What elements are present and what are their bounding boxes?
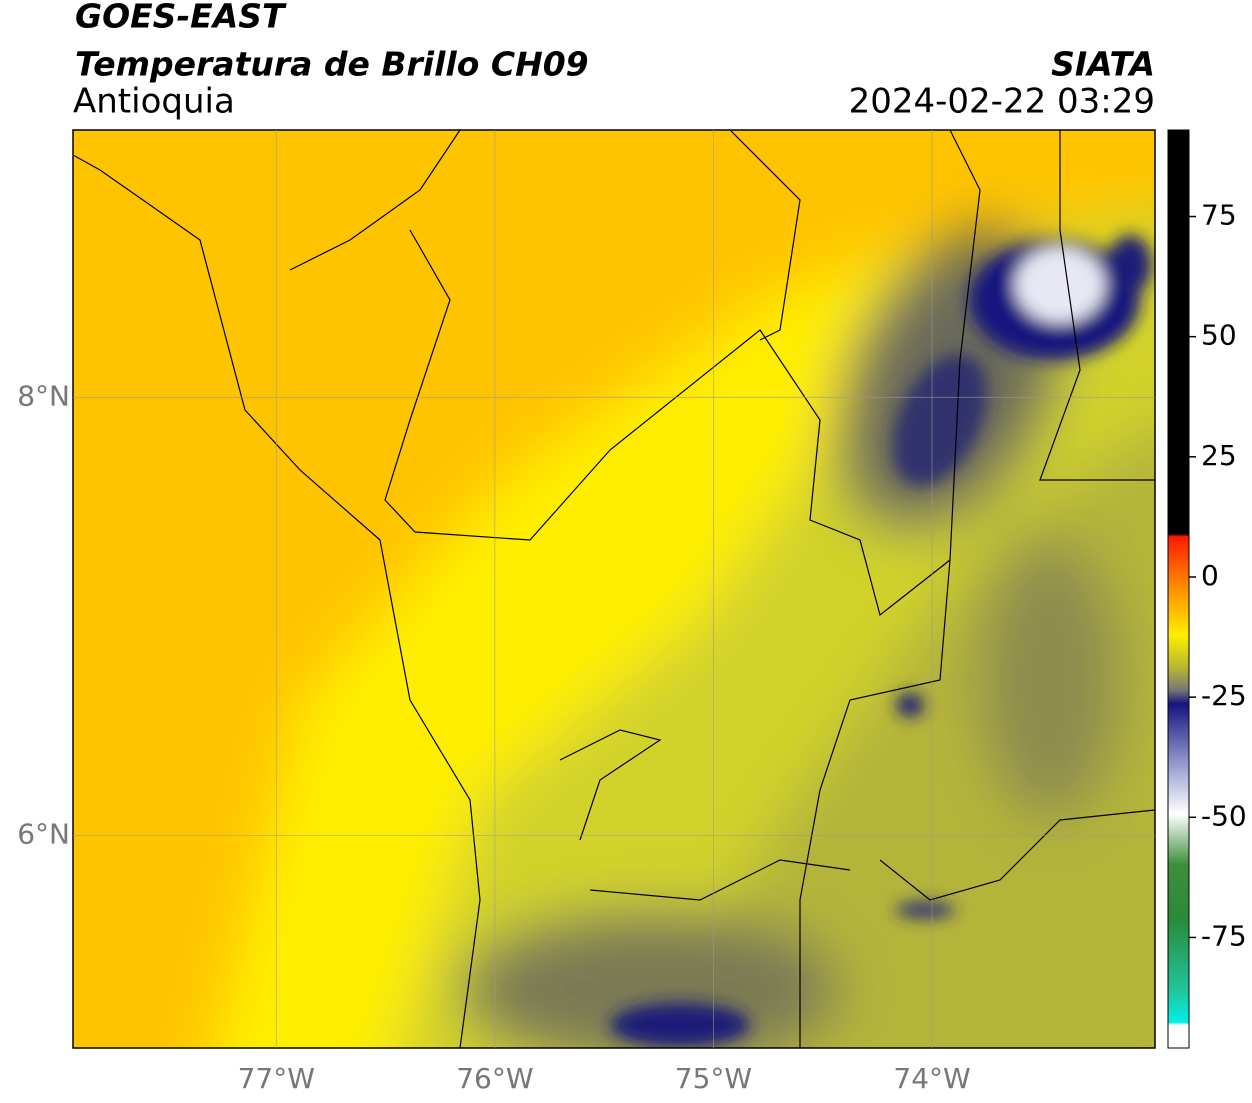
region: Antioquia	[73, 82, 235, 122]
x-tick-label: 75°W	[675, 1062, 752, 1095]
subtitle: Temperatura de Brillo CH09	[75, 45, 589, 84]
satellite-image	[73, 130, 1155, 1048]
colorbar-tick-label: -50	[1201, 799, 1247, 832]
x-tick-label: 76°W	[456, 1062, 533, 1095]
source: SIATA	[1051, 45, 1155, 84]
y-tick-label: 6°N	[17, 817, 70, 850]
colorbar	[1167, 129, 1190, 1049]
colorbar-tick-label: 0	[1201, 559, 1219, 592]
colorbar-tick-label: -75	[1201, 919, 1247, 952]
datetime: 2024-02-22 03:29	[849, 82, 1155, 122]
title: GOES-EAST	[75, 0, 287, 36]
colorbar-tick-label: -25	[1201, 679, 1247, 712]
map-frame	[72, 129, 1156, 1049]
y-tick-label: 8°N	[17, 379, 70, 412]
x-tick-label: 74°W	[893, 1062, 970, 1095]
colorbar-tick-label: 75	[1201, 199, 1237, 232]
colorbar-tick-label: 25	[1201, 439, 1237, 472]
x-tick-label: 77°W	[238, 1062, 315, 1095]
colorbar-tick-label: 50	[1201, 319, 1237, 352]
